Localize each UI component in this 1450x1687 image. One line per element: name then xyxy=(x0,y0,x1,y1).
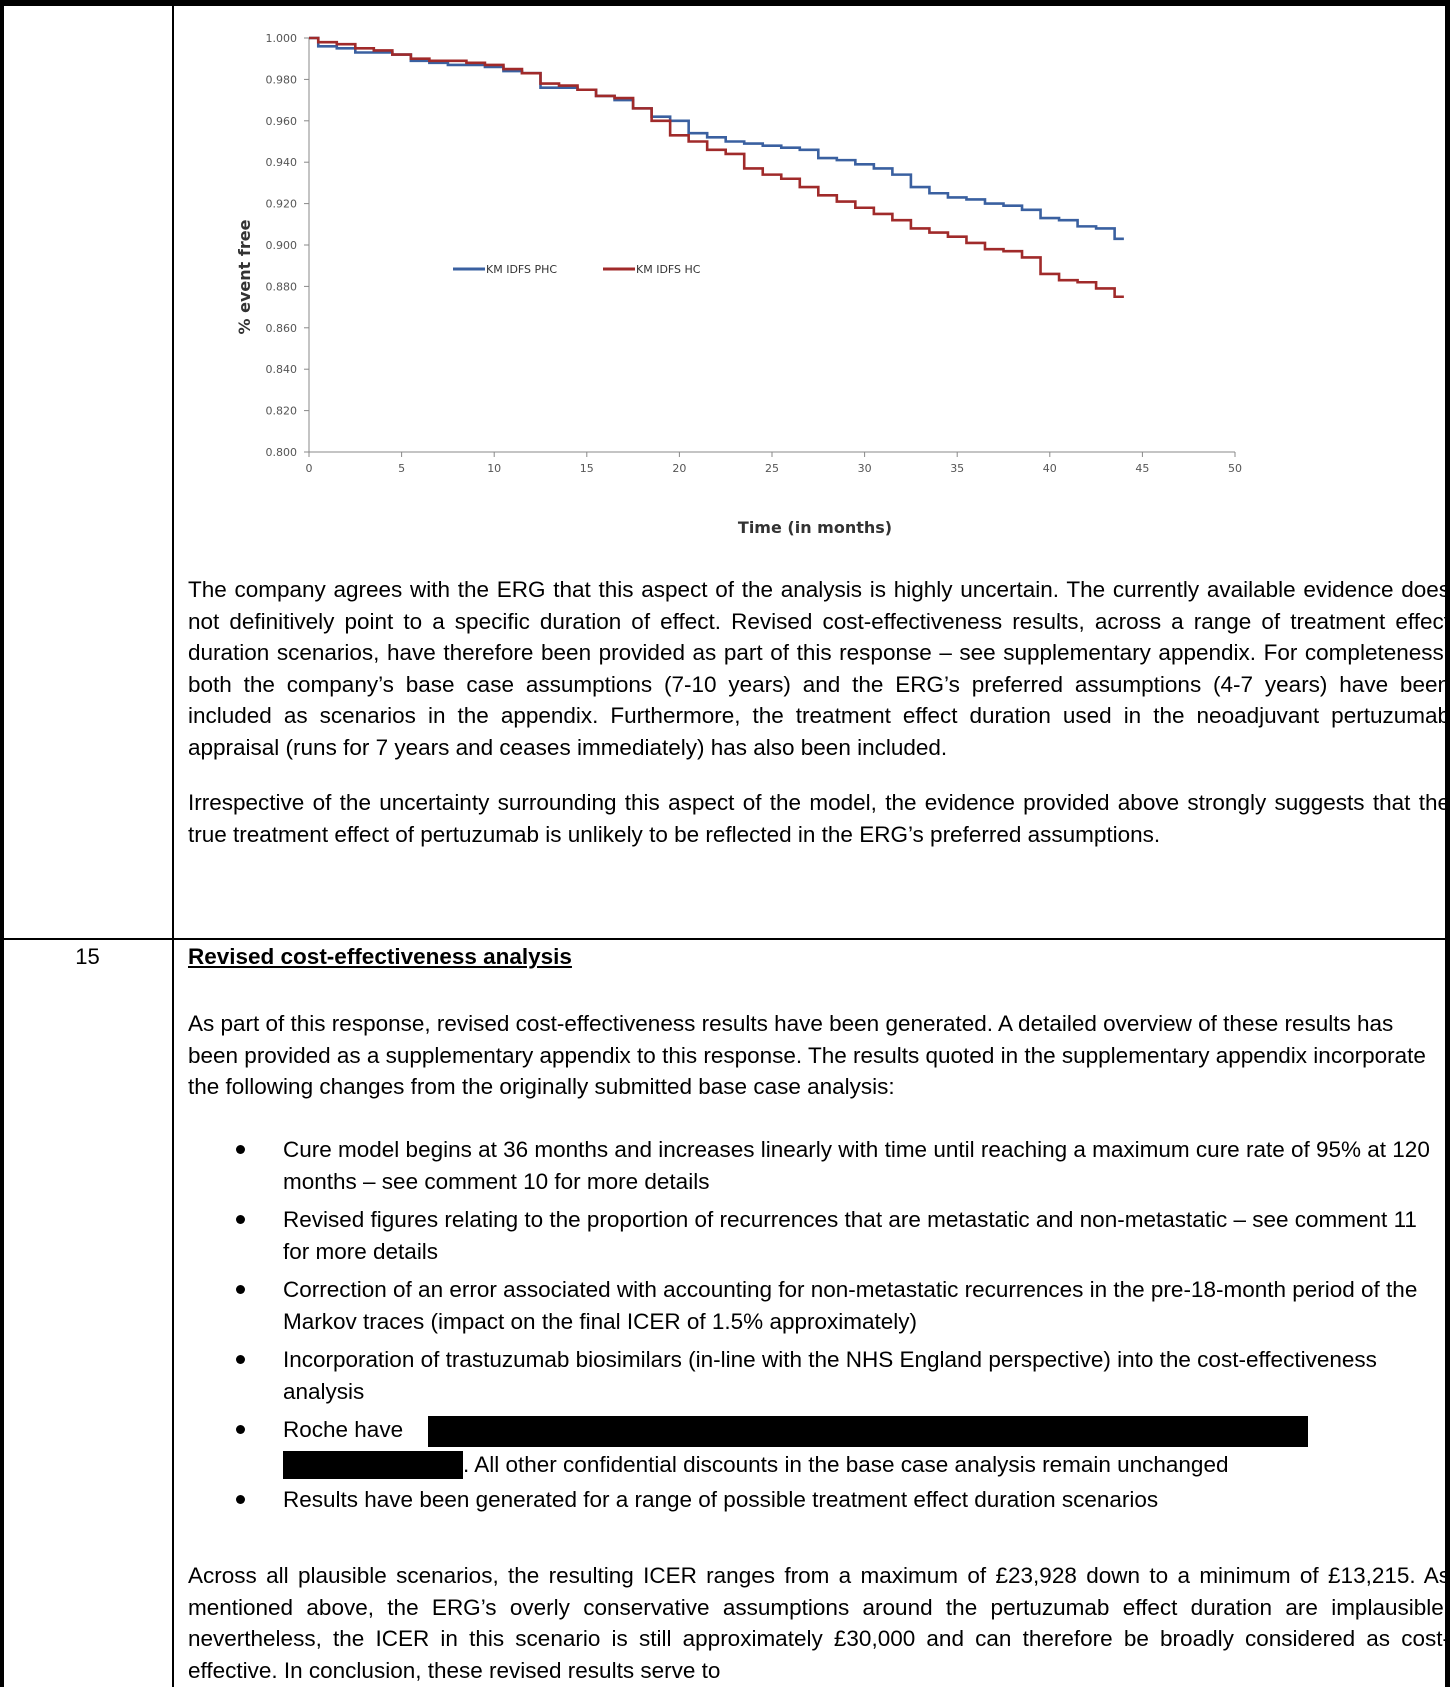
x-tick-label: 50 xyxy=(1228,462,1242,475)
y-tick-label: 0.960 xyxy=(266,115,298,128)
bullet-marker xyxy=(236,1421,250,1435)
y-axis: 0.800 0.820 0.840 0.860 0.880 0.900 0.920 0.940… xyxy=(266,32,310,459)
y-tick-label: 0.900 xyxy=(266,239,298,252)
y-tick-label: 0.820 xyxy=(266,405,298,418)
legend-label-phc: KM IDFS PHC xyxy=(486,263,557,276)
paragraph-duration-uncertainty: The company agrees with the ERG that thi… xyxy=(188,577,1450,760)
legend-label-hc: KM IDFS HC xyxy=(636,263,701,276)
x-tick-label: 15 xyxy=(580,462,594,475)
row-divider xyxy=(0,938,1450,940)
table-column-divider xyxy=(172,0,174,1687)
y-tick-label: 0.860 xyxy=(266,322,298,335)
x-tick-label: 30 xyxy=(858,462,872,475)
row-number: 15 xyxy=(75,944,100,969)
x-tick-label: 40 xyxy=(1043,462,1057,475)
bullet-marker xyxy=(236,1211,250,1225)
series-lines xyxy=(309,36,1124,299)
paragraph-treatment-effect: Irrespective of the uncertainty surround… xyxy=(188,790,1450,847)
x-tick-label: 0 xyxy=(306,462,313,475)
y-tick-label: 0.920 xyxy=(266,198,298,211)
paragraph-icer-conclusion: Across all plausible scenarios, the resu… xyxy=(188,1563,1450,1683)
bullet-marker xyxy=(236,1351,250,1365)
bullet-item: Revised figures relating to the proporti… xyxy=(283,1207,1417,1264)
bullet-item: Correction of an error associated with a… xyxy=(283,1277,1418,1334)
x-axis: 0 5 10 15 20 25 30 35 40 45 50 xyxy=(306,451,1242,475)
table-left-border xyxy=(0,0,4,1687)
bullet-marker xyxy=(236,1141,250,1155)
bullet-marker xyxy=(236,1281,250,1295)
x-tick-label: 10 xyxy=(487,462,501,475)
paragraph-revised-results: As part of this response, revised cost-e… xyxy=(188,1011,1426,1099)
y-tick-label: 0.800 xyxy=(266,446,298,459)
y-tick-label: 0.840 xyxy=(266,363,298,376)
bullet-item: Incorporation of trastuzumab biosimilars… xyxy=(283,1347,1377,1404)
x-axis-label: Time (in months) xyxy=(738,518,892,537)
bullet-item-redacted-end: . All other confidential discounts in th… xyxy=(463,1452,1229,1477)
series-line-phc xyxy=(309,36,1124,241)
km-idfs-chart: 0.800 0.820 0.840 0.860 0.880 0.900 0.920 0.940… xyxy=(235,32,1242,537)
bullet-item: Cure model begins at 36 months and incre… xyxy=(283,1137,1430,1194)
y-axis-label: % event free xyxy=(235,219,254,334)
table-right-border xyxy=(1445,0,1450,1687)
table-top-border xyxy=(0,0,1450,6)
series-line-hc xyxy=(309,36,1124,299)
x-tick-label: 45 xyxy=(1135,462,1149,475)
x-tick-label: 25 xyxy=(765,462,779,475)
x-tick-label: 5 xyxy=(398,462,405,475)
y-tick-label: 0.980 xyxy=(266,73,298,86)
x-tick-label: 35 xyxy=(950,462,964,475)
bullet-item-redacted-start: Roche have xyxy=(283,1417,404,1442)
x-tick-label: 20 xyxy=(672,462,686,475)
bullet-marker xyxy=(236,1491,250,1505)
redacted-block xyxy=(283,1451,463,1479)
y-tick-label: 0.880 xyxy=(266,280,298,293)
legend: KM IDFS PHC KM IDFS HC xyxy=(453,263,701,276)
bullet-item: Results have been generated for a range … xyxy=(283,1487,1159,1512)
section-heading: Revised cost-effectiveness analysis xyxy=(188,944,572,969)
y-tick-label: 0.940 xyxy=(266,156,298,169)
redacted-block xyxy=(428,1416,1308,1447)
y-tick-label: 1.000 xyxy=(266,32,298,45)
